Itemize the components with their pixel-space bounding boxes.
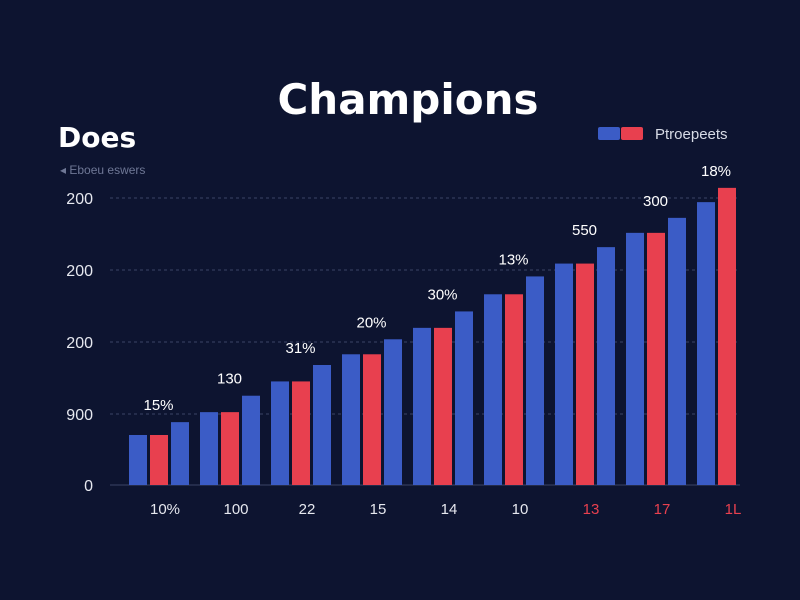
bar-value-label: 130 [217, 371, 242, 388]
chart-caption: ◂ Eboeu eswers [60, 163, 145, 177]
bar-red [434, 327, 452, 485]
bar-value-label: 300 [643, 193, 668, 210]
bar-blue [413, 327, 431, 485]
bar-value-label: 18% [701, 163, 731, 180]
bar-blue [171, 422, 189, 485]
legend-swatch-blue [598, 127, 620, 140]
x-tick-label: 100 [223, 501, 248, 518]
x-tick-label: 17 [654, 501, 671, 518]
bar-blue [200, 412, 218, 485]
x-tick-label: 15 [370, 501, 387, 518]
bar-value-label: 550 [572, 222, 597, 239]
y-tick-label: 200 [66, 191, 93, 208]
bar-blue [242, 395, 260, 485]
bar-blue [697, 202, 715, 485]
bar-value-label: 20% [356, 314, 386, 331]
bar-value-label: 30% [427, 286, 457, 303]
bar-value-label: 15% [143, 397, 173, 414]
bar-red [505, 294, 523, 485]
x-tick-label: 1L [725, 501, 742, 518]
bar-blue [526, 276, 544, 485]
bar-blue [313, 365, 331, 485]
bar-blue [484, 294, 502, 485]
bar-blue [129, 435, 147, 485]
bar-blue [555, 263, 573, 485]
bar-blue [384, 339, 402, 485]
x-tick-label: 10% [150, 501, 180, 518]
bar-red [647, 232, 665, 485]
x-tick-label: 14 [441, 501, 458, 518]
legend: Ptroepeets [598, 126, 728, 143]
y-tick-label: 0 [84, 478, 93, 495]
bar-value-label: 31% [285, 340, 315, 357]
bar-blue [668, 217, 686, 485]
chart-title: Champions [277, 75, 538, 124]
bar-blue [455, 311, 473, 485]
bar-blue [342, 354, 360, 485]
x-tick-label: 13 [583, 501, 600, 518]
bar-red [363, 354, 381, 485]
bar-blue [271, 381, 289, 485]
y-tick-label: 200 [66, 263, 93, 280]
y-axis-ticks: 0 900 200 200 200 [66, 191, 93, 495]
bar-red [718, 187, 736, 485]
x-tick-label: 10 [512, 501, 529, 518]
x-tick-label: 22 [299, 501, 316, 518]
bar-red [150, 435, 168, 485]
legend-swatch-red [621, 127, 643, 140]
legend-label: Ptroepeets [655, 126, 728, 143]
bar-red [292, 381, 310, 485]
bar-blue [626, 232, 644, 485]
bar-value-label: 13% [498, 251, 528, 268]
bar-blue [597, 247, 615, 485]
bar-red [576, 263, 594, 485]
bars [129, 187, 736, 485]
chart-subtitle: Does [58, 121, 136, 154]
bar-labels: 15% 130 31% 20% 30% 13% 550 300 18% [143, 163, 731, 414]
y-tick-label: 900 [66, 407, 93, 424]
x-axis-ticks: 10% 100 22 15 14 10 13 17 1L [150, 501, 741, 518]
y-tick-label: 200 [66, 335, 93, 352]
bar-red [221, 412, 239, 485]
